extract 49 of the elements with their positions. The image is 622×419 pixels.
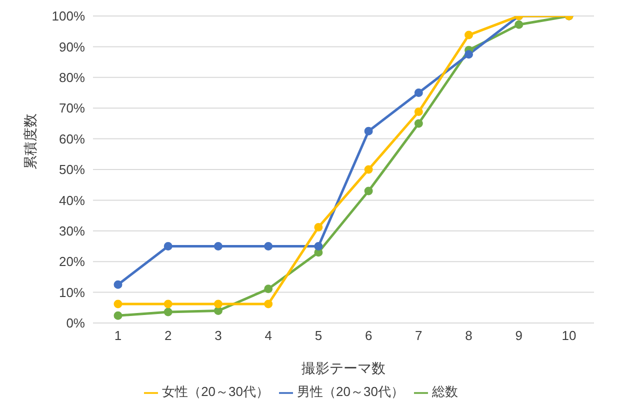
x-axis-title: 撮影テーマ数 — [302, 360, 386, 376]
y-tick-label: 70% — [58, 100, 86, 116]
point — [264, 242, 273, 250]
point — [414, 108, 423, 116]
x-tick-label: 6 — [364, 328, 372, 344]
y-tick-label: 40% — [58, 192, 86, 208]
legend-label: 総数 — [432, 384, 458, 399]
x-tick-label: 4 — [264, 328, 272, 344]
point — [314, 242, 323, 250]
y-tick-label: 60% — [58, 131, 86, 146]
y-tick-label: 90% — [58, 39, 86, 54]
point — [314, 222, 323, 232]
point — [114, 280, 122, 289]
point — [214, 300, 222, 308]
point — [214, 306, 222, 315]
y-tick-label: 0% — [66, 316, 86, 331]
y-tick-label: 100% — [52, 8, 86, 24]
point — [164, 242, 172, 250]
x-tick-label: 5 — [314, 328, 322, 344]
y-tick-label: 20% — [58, 254, 86, 270]
point — [364, 126, 373, 136]
x-tick-label: 7 — [415, 328, 422, 344]
point — [364, 165, 373, 174]
point — [364, 186, 373, 196]
y-tick-label: 50% — [58, 162, 86, 178]
point — [114, 300, 122, 308]
x-tick-label: 2 — [164, 328, 172, 344]
point — [164, 308, 172, 316]
point — [164, 300, 172, 308]
y-tick-label: 10% — [58, 284, 86, 300]
y-tick-label: 80% — [58, 70, 86, 86]
y-tick-label: 30% — [58, 224, 86, 239]
point — [264, 300, 273, 308]
point — [114, 311, 122, 320]
point — [464, 30, 474, 40]
x-tick-label: 9 — [515, 328, 523, 344]
y-axis-title: 累積度数 — [22, 114, 38, 170]
point — [414, 88, 423, 97]
x-tick-label: 10 — [562, 328, 576, 344]
x-tick-label: 3 — [214, 328, 222, 344]
x-tick-label: 1 — [114, 328, 122, 344]
point — [414, 119, 423, 128]
x-tick-label: 8 — [465, 328, 472, 344]
point — [214, 242, 222, 250]
point — [464, 50, 474, 59]
point — [514, 20, 524, 29]
legend-label: 男性（20～30代） — [297, 384, 404, 399]
point — [264, 284, 273, 294]
legend-label: 女性（20～30代） — [162, 384, 269, 399]
